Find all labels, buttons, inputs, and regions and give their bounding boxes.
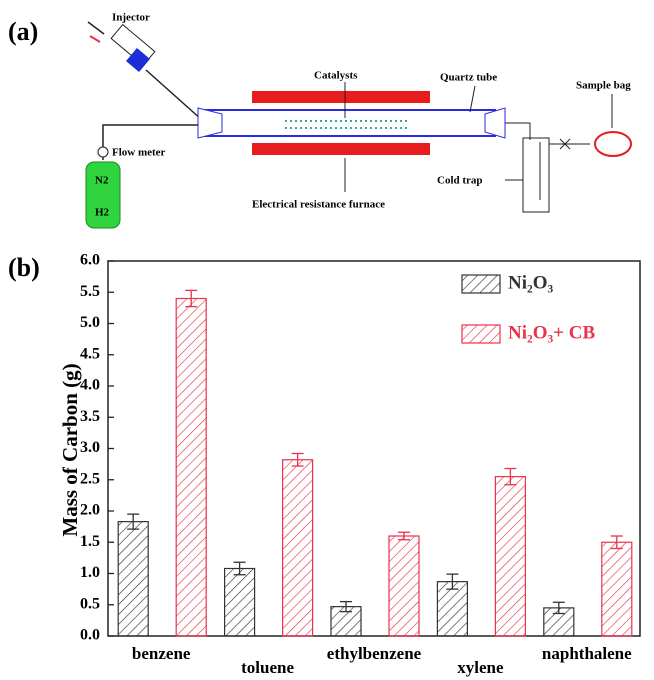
diagram [86, 22, 631, 228]
y-tick-label: 5.0 [80, 314, 100, 331]
y-tick-label: 2.5 [80, 470, 100, 487]
y-tick-label: 6.0 [80, 252, 100, 269]
y-tick-label: 2.0 [80, 502, 100, 519]
x-tick-label: xylene [457, 658, 504, 677]
y-tick-label: 0.5 [80, 595, 100, 612]
legend-swatch [462, 275, 500, 293]
y-tick-label: 3.0 [80, 439, 100, 456]
diagram-label: Cold trap [437, 175, 483, 187]
bar [225, 569, 255, 637]
bar [495, 477, 525, 636]
legend-label: Ni₂O₃ [508, 272, 553, 293]
bar [118, 522, 148, 636]
diagram-label: Flow meter [112, 147, 166, 159]
y-tick-label: 0.0 [80, 627, 100, 644]
x-tick-label: benzene [132, 644, 191, 663]
y-tick-label: 4.0 [80, 377, 100, 394]
diagram-label: N2 [95, 175, 109, 187]
diagram-label: Quartz tube [440, 72, 497, 84]
y-tick-label: 1.0 [80, 564, 100, 581]
y-tick-label: 1.5 [80, 533, 100, 550]
diagram-label: Electrical resistance furnace [252, 199, 385, 211]
x-tick-label: ethylbenzene [327, 644, 422, 663]
bar [389, 536, 419, 636]
y-tick-label: 3.5 [80, 408, 100, 425]
x-tick-label: toluene [241, 658, 294, 677]
panel-label: (b) [8, 253, 40, 282]
legend-label: Ni₂O₃+ CB [508, 322, 595, 343]
bar [437, 582, 467, 636]
y-axis-label: Mass of Carbon (g) [58, 363, 82, 536]
figure: (a) (b) Injector Catalysts Quartz tube S… [0, 0, 654, 680]
bar [283, 460, 313, 636]
bar [176, 299, 206, 637]
y-tick-label: 5.5 [80, 283, 100, 300]
y-tick-label: 4.5 [80, 345, 100, 362]
legend-swatch [462, 325, 500, 343]
panel-label: (a) [8, 17, 38, 46]
x-tick-label: naphthalene [542, 644, 632, 663]
diagram-label: H2 [95, 207, 110, 219]
bar [602, 542, 632, 636]
diagram-label: Catalysts [314, 70, 358, 82]
diagram-label: Sample bag [576, 80, 631, 92]
diagram-label: Injector [112, 12, 150, 24]
